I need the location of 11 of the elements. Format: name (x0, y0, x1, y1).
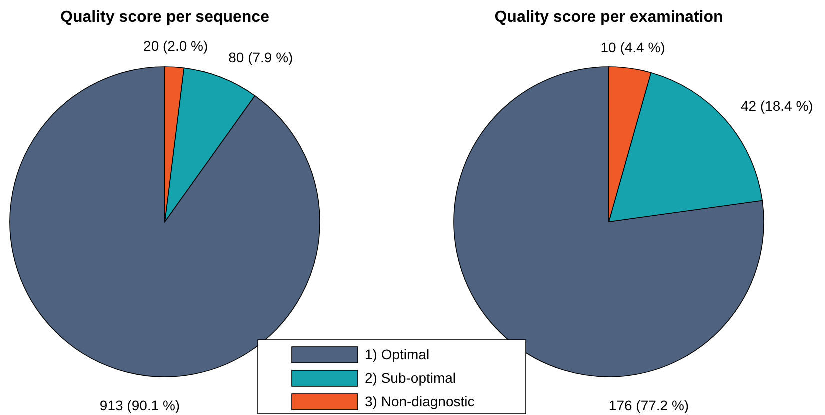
legend-label: 2) Sub-optimal (365, 370, 456, 386)
data-label: 176 (77.2 %) (608, 398, 690, 414)
data-label: 20 (2.0 %) (144, 38, 208, 54)
chart-title: Quality score per examination (494, 9, 724, 26)
chart-title: Quality score per sequence (60, 9, 270, 26)
legend-label: 1) Optimal (365, 346, 430, 363)
data-label: 913 (90.1 %) (100, 398, 180, 414)
data-label: 42 (18.4 %) (740, 98, 814, 114)
data-label: 80 (7.9 %) (228, 50, 294, 66)
data-label: 10 (4.4 %) (600, 39, 666, 56)
legend-label: 3) Non-diagnostic (365, 394, 475, 410)
